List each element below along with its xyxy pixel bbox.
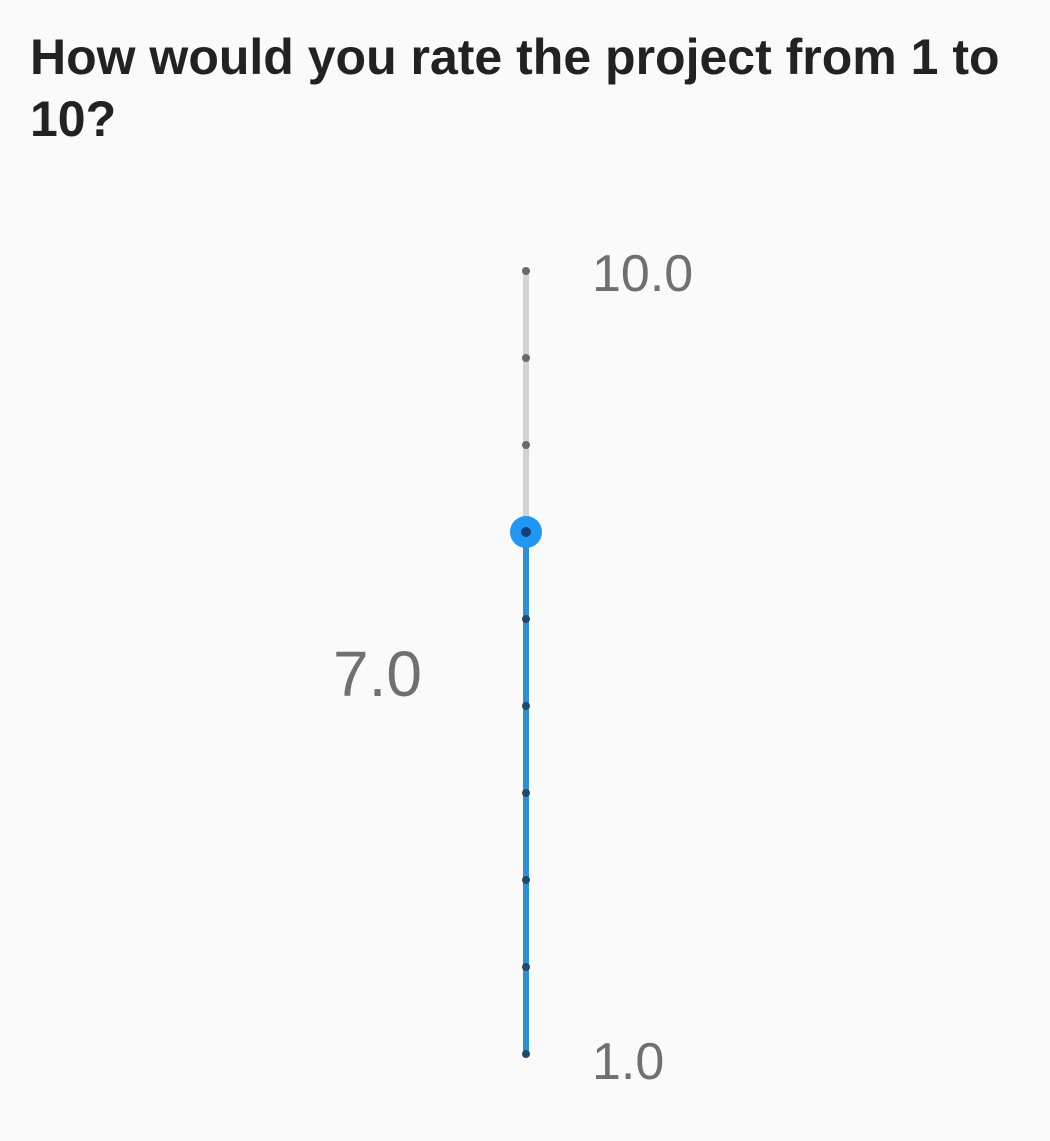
slider-tick[interactable] — [522, 963, 530, 971]
slider-track-inactive[interactable] — [523, 271, 529, 532]
slider-thumb[interactable] — [510, 516, 542, 548]
slider-current-value-label: 7.0 — [333, 638, 422, 710]
slider-tick[interactable] — [522, 267, 530, 275]
slider-tick[interactable] — [522, 789, 530, 797]
slider-tick[interactable] — [522, 702, 530, 710]
slider-min-label: 1.0 — [592, 1032, 664, 1092]
slider-max-label: 10.0 — [592, 244, 693, 304]
slider-tick[interactable] — [522, 615, 530, 623]
slider-thumb-center — [521, 527, 531, 537]
slider-tick[interactable] — [522, 441, 530, 449]
slider-tick[interactable] — [522, 1050, 530, 1058]
slider-tick[interactable] — [522, 354, 530, 362]
slider-tick[interactable] — [522, 876, 530, 884]
